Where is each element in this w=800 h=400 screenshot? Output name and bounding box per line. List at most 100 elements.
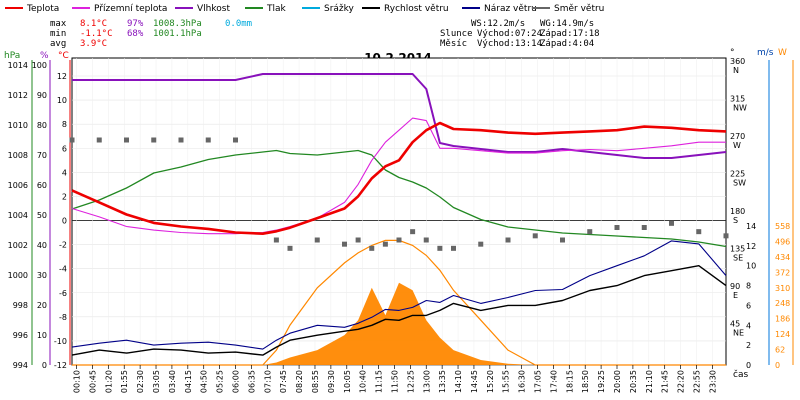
- axis-ms-label: m/s: [757, 48, 774, 58]
- tick-pct: 40: [37, 241, 47, 250]
- axis-hpa-label: hPa: [4, 51, 20, 61]
- x-tick-label: 09:30: [327, 370, 336, 393]
- series-ground-temperature: [71, 117, 726, 235]
- wind-direction-point: [205, 137, 211, 143]
- x-tick-label: 04:15: [184, 370, 193, 393]
- series-temperature: [71, 121, 727, 235]
- wind-direction-point: [369, 245, 375, 251]
- axis-degc-label: °C: [58, 51, 69, 61]
- x-tick-label: 17:40: [549, 370, 558, 393]
- wind-direction-point: [151, 137, 157, 143]
- x-tick-label: 11:15: [375, 370, 384, 393]
- stats-sunrise: Východ:07:24: [477, 29, 542, 39]
- x-tick-label: 02:30: [136, 370, 145, 393]
- stats-block: max 8.1°C 97% 1008.3hPa 0.0mm min -1.1°C…: [50, 19, 600, 49]
- tick-ms: 8: [746, 282, 751, 291]
- wind-direction-point: [423, 237, 429, 243]
- tick-pct: 90: [37, 91, 47, 100]
- tick-pct: 50: [37, 211, 47, 220]
- wind-direction-point: [96, 137, 102, 143]
- tick-ms: 0: [746, 361, 751, 370]
- tick-dir-value: 225: [730, 170, 745, 179]
- stats-moonrise: Východ:13:14: [477, 39, 542, 49]
- wind-direction-point: [587, 229, 593, 235]
- right-axes: ° m/s W360N315NW270W225SW180S135SE90E45NE1…: [730, 48, 794, 370]
- wind-direction-point: [410, 229, 416, 235]
- x-tick-label: 14:45: [470, 370, 479, 393]
- stats-press-max: 1008.3hPa: [153, 19, 202, 29]
- x-tick-label: 18:15: [565, 370, 574, 393]
- x-tick-label: 22:55: [692, 370, 701, 393]
- legend-label: Směr větru: [554, 4, 604, 14]
- wind-direction-point: [451, 245, 456, 251]
- series-wind-gust: [71, 240, 727, 350]
- wind-direction-point: [723, 233, 729, 239]
- x-tick-label: 23:30: [708, 370, 717, 393]
- x-tick-label: 21:45: [661, 370, 670, 393]
- tick-hpa: 1010: [8, 121, 28, 130]
- x-tick-label: 03:40: [168, 370, 177, 393]
- tick-pct: 70: [37, 151, 47, 160]
- x-tick-label: 03:05: [152, 370, 161, 393]
- legend-label: Srážky: [324, 4, 355, 14]
- wind-direction-point: [437, 245, 443, 251]
- tick-hpa: 1008: [8, 151, 28, 160]
- axis-w-label: W: [778, 48, 787, 58]
- stats-hum-max: 97%: [127, 19, 144, 29]
- axis-deg-label: °: [730, 48, 735, 58]
- stats-sunset: Západ:17:18: [540, 29, 600, 39]
- tick-ms: 2: [746, 341, 751, 350]
- tick-dir-name: SW: [733, 179, 746, 188]
- tick-dir-value: 135: [730, 245, 745, 254]
- x-tick-label: 01:20: [104, 370, 113, 393]
- tick-pct: 30: [37, 271, 47, 280]
- tick-hpa: 1002: [8, 241, 28, 250]
- x-tick-label: 20:00: [613, 370, 622, 393]
- tick-w: 310: [775, 284, 790, 293]
- x-tick-label: 13:00: [422, 370, 431, 393]
- wind-direction-point: [396, 237, 402, 243]
- x-tick-label: 19:25: [597, 370, 606, 393]
- tick-ms: 4: [746, 321, 751, 330]
- left-axes: hPa% °C1014101210101008100610041002100099…: [4, 51, 71, 370]
- tick-dir-name: SE: [733, 254, 743, 263]
- tick-hpa: 994: [13, 361, 28, 370]
- x-tick-label: 07:45: [279, 370, 288, 393]
- tick-degc: -10: [54, 337, 67, 346]
- tick-degc: 0: [62, 217, 67, 226]
- tick-w: 496: [775, 237, 790, 246]
- tick-hpa: 996: [13, 331, 28, 340]
- series-pressure: [71, 149, 727, 248]
- x-axis-label: čas: [733, 369, 748, 380]
- x-tick-label: 13:35: [438, 370, 447, 393]
- tick-degc: -8: [59, 313, 67, 322]
- x-tick-label: 16:30: [518, 370, 527, 393]
- stats-hum-min: 68%: [127, 29, 144, 39]
- x-tick-label: 08:20: [295, 370, 304, 393]
- x-tick-label: 18:50: [581, 370, 590, 393]
- tick-ms: 10: [746, 262, 756, 271]
- tick-hpa: 1000: [8, 271, 28, 280]
- x-tick-label: 14:10: [454, 370, 463, 393]
- tick-hpa: 1006: [8, 181, 28, 190]
- x-tick-label: 01:55: [120, 370, 129, 393]
- tick-ms: 6: [746, 301, 751, 310]
- x-tick-label: 10:05: [343, 370, 352, 393]
- tick-degc: 12: [57, 72, 67, 81]
- stats-rain-max: 0.0mm: [225, 19, 252, 29]
- tick-dir-value: 90: [730, 282, 740, 291]
- axis-pct-label: %: [40, 51, 49, 61]
- wind-direction-point: [69, 137, 75, 143]
- stats-moon-label: Měsíc: [440, 39, 467, 49]
- wind-direction-point: [178, 137, 184, 143]
- wind-direction-point: [382, 241, 388, 247]
- wind-direction-point: [273, 237, 279, 243]
- tick-w: 62: [775, 346, 785, 355]
- tick-dir-value: 360: [730, 57, 745, 66]
- tick-degc: 4: [62, 168, 67, 177]
- tick-dir-value: 270: [730, 132, 745, 141]
- wind-direction-point: [124, 137, 129, 143]
- stats-min-label: min: [50, 29, 66, 39]
- tick-dir-value: 315: [730, 95, 745, 104]
- tick-hpa: 1014: [8, 61, 28, 70]
